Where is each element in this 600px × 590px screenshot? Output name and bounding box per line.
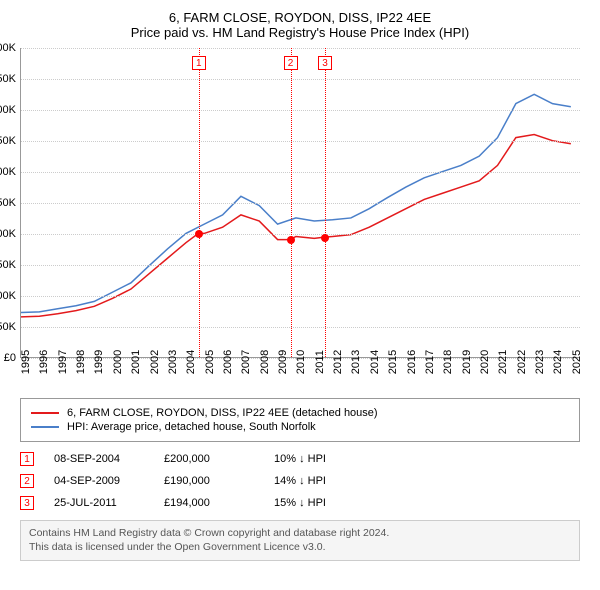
x-axis-label: 2003 bbox=[167, 350, 179, 374]
event-badge: 3 bbox=[318, 56, 332, 70]
x-axis-label: 2001 bbox=[130, 350, 142, 374]
x-axis-label: 2002 bbox=[149, 350, 161, 374]
y-axis-label: £150K bbox=[0, 259, 20, 271]
y-axis-label: £0 bbox=[4, 352, 20, 364]
title-subtitle: Price paid vs. HM Land Registry's House … bbox=[10, 25, 590, 40]
x-axis-label: 2006 bbox=[222, 350, 234, 374]
x-axis-label: 1998 bbox=[75, 350, 87, 374]
gridline-h bbox=[21, 172, 580, 173]
gridline-h bbox=[21, 79, 580, 80]
gridline-h bbox=[21, 234, 580, 235]
y-axis-label: £50K bbox=[0, 321, 20, 333]
x-axis-label: 2015 bbox=[387, 350, 399, 374]
event-dot bbox=[321, 234, 329, 242]
event-diff: 10% ↓ HPI bbox=[274, 453, 326, 465]
y-axis-label: £300K bbox=[0, 166, 20, 178]
x-axis-label: 2000 bbox=[112, 350, 124, 374]
event-dot bbox=[195, 230, 203, 238]
y-axis-label: £500K bbox=[0, 42, 20, 54]
title-address: 6, FARM CLOSE, ROYDON, DISS, IP22 4EE bbox=[10, 10, 590, 25]
x-axis-label: 1996 bbox=[38, 350, 50, 374]
event-date: 08-SEP-2004 bbox=[54, 453, 144, 465]
legend-label: 6, FARM CLOSE, ROYDON, DISS, IP22 4EE (d… bbox=[67, 407, 378, 419]
x-axis-label: 2014 bbox=[369, 350, 381, 374]
x-axis-label: 1997 bbox=[57, 350, 69, 374]
event-dot bbox=[287, 236, 295, 244]
x-axis-label: 2010 bbox=[295, 350, 307, 374]
events-table: 1 08-SEP-2004 £200,000 10% ↓ HPI 2 04-SEP-200… bbox=[20, 452, 580, 510]
footnote-box: Contains HM Land Registry data © Crown c… bbox=[20, 520, 580, 561]
y-axis-label: £450K bbox=[0, 73, 20, 85]
x-axis-label: 2011 bbox=[314, 350, 326, 374]
event-badge: 2 bbox=[20, 474, 34, 488]
x-axis-label: 2007 bbox=[240, 350, 252, 374]
gridline-h bbox=[21, 141, 580, 142]
event-diff: 14% ↓ HPI bbox=[274, 475, 326, 487]
x-axis-label: 2022 bbox=[516, 350, 528, 374]
gridline-h bbox=[21, 327, 580, 328]
legend-label: HPI: Average price, detached house, Sout… bbox=[67, 421, 316, 433]
event-vline bbox=[199, 48, 200, 357]
footnote-line: This data is licensed under the Open Gov… bbox=[29, 541, 571, 555]
plot-area: 1 2 3 bbox=[20, 48, 580, 358]
event-badge: 3 bbox=[20, 496, 34, 510]
y-axis-label: £200K bbox=[0, 228, 20, 240]
x-axis-label: 2024 bbox=[552, 350, 564, 374]
series-line-property bbox=[21, 135, 571, 317]
x-axis-label: 2021 bbox=[497, 350, 509, 374]
x-axis-label: 2017 bbox=[424, 350, 436, 374]
gridline-h bbox=[21, 265, 580, 266]
event-badge: 2 bbox=[284, 56, 298, 70]
legend-box: 6, FARM CLOSE, ROYDON, DISS, IP22 4EE (d… bbox=[20, 398, 580, 442]
gridline-h bbox=[21, 296, 580, 297]
event-badge: 1 bbox=[192, 56, 206, 70]
y-axis-label: £350K bbox=[0, 135, 20, 147]
price-chart: 123 £0£50K£100K£150K£200K£250K£300K£350K… bbox=[20, 48, 580, 358]
legend-item-property: 6, FARM CLOSE, ROYDON, DISS, IP22 4EE (d… bbox=[31, 407, 569, 419]
x-axis-label: 2025 bbox=[571, 350, 583, 374]
y-axis-label: £400K bbox=[0, 104, 20, 116]
gridline-h bbox=[21, 110, 580, 111]
event-price: £194,000 bbox=[164, 497, 254, 509]
legend-swatch bbox=[31, 426, 59, 428]
event-price: £200,000 bbox=[164, 453, 254, 465]
gridline-h bbox=[21, 203, 580, 204]
x-axis-label: 1995 bbox=[20, 350, 32, 374]
gridline-h bbox=[21, 48, 580, 49]
event-row: 1 08-SEP-2004 £200,000 10% ↓ HPI bbox=[20, 452, 580, 466]
x-axis-label: 2023 bbox=[534, 350, 546, 374]
x-axis-label: 2008 bbox=[259, 350, 271, 374]
x-axis-label: 2018 bbox=[442, 350, 454, 374]
event-vline bbox=[291, 48, 292, 357]
event-date: 25-JUL-2011 bbox=[54, 497, 144, 509]
y-axis-label: £100K bbox=[0, 290, 20, 302]
legend-item-hpi: HPI: Average price, detached house, Sout… bbox=[31, 421, 569, 433]
x-axis-label: 2012 bbox=[332, 350, 344, 374]
event-row: 2 04-SEP-2009 £190,000 14% ↓ HPI bbox=[20, 474, 580, 488]
x-axis-label: 2009 bbox=[277, 350, 289, 374]
event-badge: 1 bbox=[20, 452, 34, 466]
x-axis-label: 2005 bbox=[204, 350, 216, 374]
event-vline bbox=[325, 48, 326, 357]
x-axis-label: 2004 bbox=[185, 350, 197, 374]
y-axis-label: £250K bbox=[0, 197, 20, 209]
event-diff: 15% ↓ HPI bbox=[274, 497, 326, 509]
x-axis-label: 2019 bbox=[461, 350, 473, 374]
event-price: £190,000 bbox=[164, 475, 254, 487]
event-date: 04-SEP-2009 bbox=[54, 475, 144, 487]
x-axis-label: 2013 bbox=[350, 350, 362, 374]
chart-titles: 6, FARM CLOSE, ROYDON, DISS, IP22 4EE Pr… bbox=[10, 10, 590, 40]
legend-swatch bbox=[31, 412, 59, 414]
event-row: 3 25-JUL-2011 £194,000 15% ↓ HPI bbox=[20, 496, 580, 510]
footnote-line: Contains HM Land Registry data © Crown c… bbox=[29, 527, 571, 541]
x-axis-label: 2020 bbox=[479, 350, 491, 374]
x-axis-label: 2016 bbox=[406, 350, 418, 374]
x-axis-label: 1999 bbox=[93, 350, 105, 374]
